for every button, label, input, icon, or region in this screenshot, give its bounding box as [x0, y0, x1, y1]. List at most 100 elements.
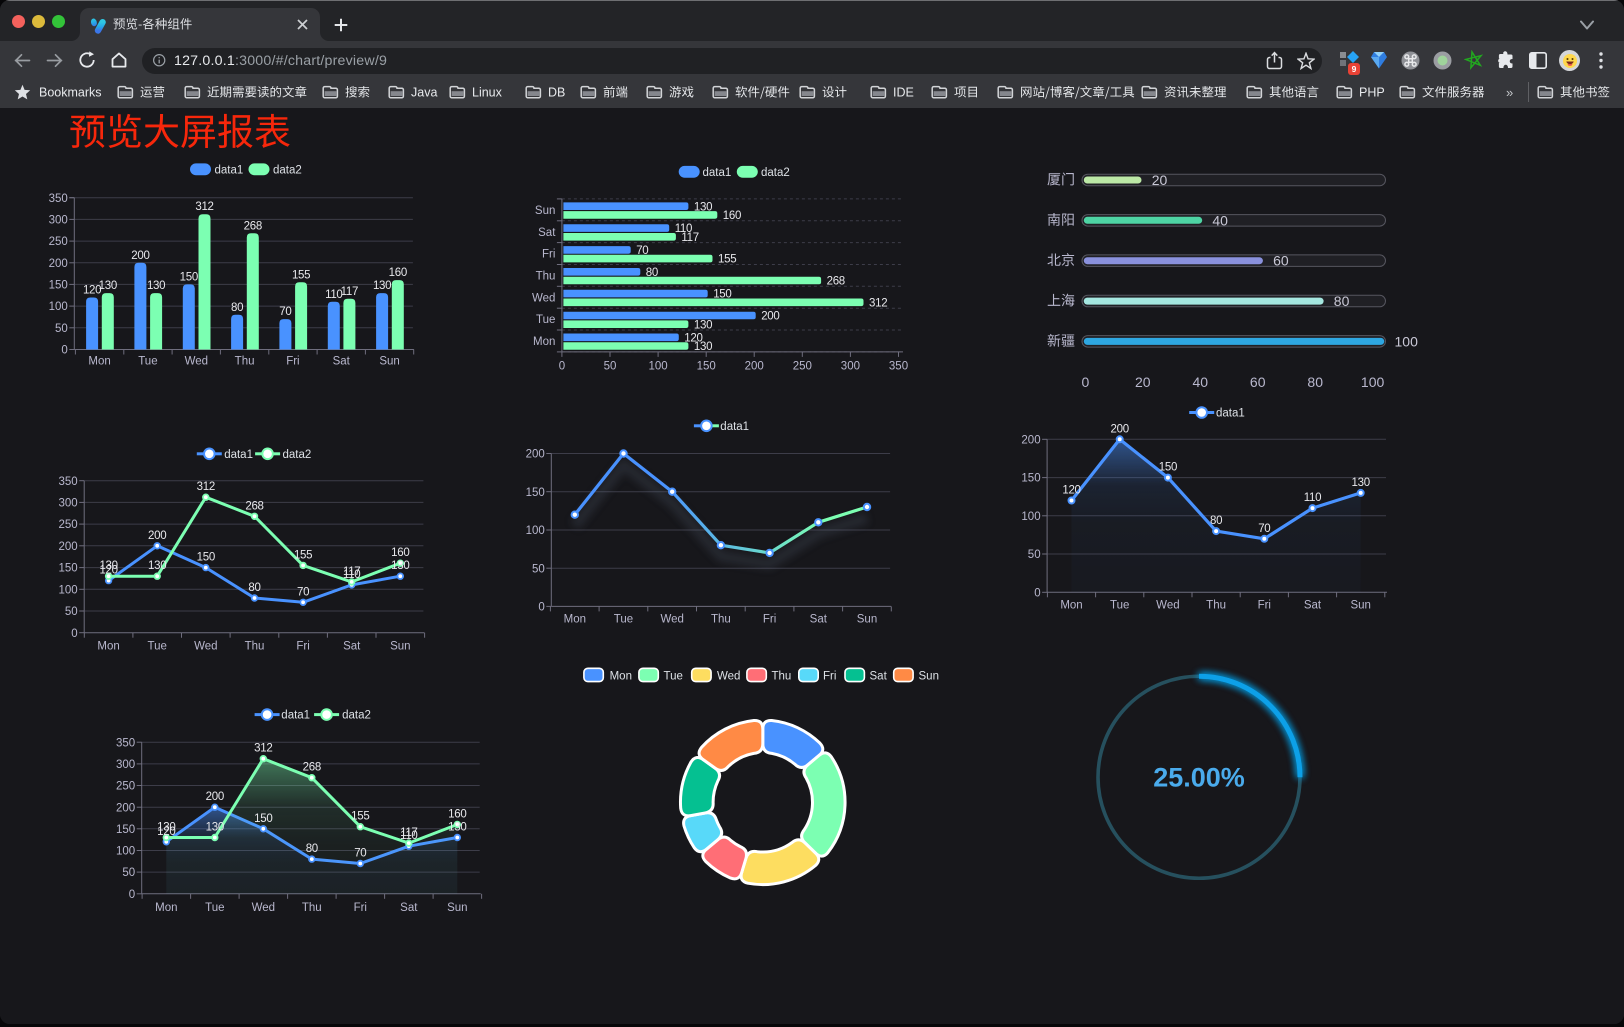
svg-text:PHP: PHP — [1359, 86, 1385, 100]
svg-text:40: 40 — [1193, 374, 1209, 390]
svg-text:60: 60 — [1273, 253, 1289, 269]
svg-text:300: 300 — [841, 361, 860, 373]
svg-text:312: 312 — [254, 743, 272, 755]
svg-text:60: 60 — [1250, 374, 1266, 390]
svg-text:250: 250 — [59, 519, 78, 531]
svg-text:Fri: Fri — [542, 249, 555, 261]
svg-text:data2: data2 — [273, 164, 302, 176]
svg-text:100: 100 — [59, 584, 78, 596]
svg-text:Thu: Thu — [235, 356, 255, 368]
svg-text:100: 100 — [1395, 333, 1419, 349]
svg-text:312: 312 — [197, 481, 215, 493]
svg-text:312: 312 — [869, 297, 887, 309]
svg-text:120: 120 — [684, 332, 702, 344]
svg-text:0: 0 — [1082, 374, 1090, 390]
svg-text:Wed: Wed — [185, 356, 208, 368]
svg-text:160: 160 — [391, 547, 409, 559]
svg-text:Bookmarks: Bookmarks — [39, 86, 102, 100]
svg-text:160: 160 — [448, 809, 466, 821]
svg-text:Mon: Mon — [1060, 600, 1082, 612]
svg-text:150: 150 — [197, 552, 215, 564]
svg-text:160: 160 — [389, 267, 407, 279]
svg-text:Thu: Thu — [772, 671, 792, 683]
svg-text:350: 350 — [59, 476, 78, 488]
svg-text:Mon: Mon — [610, 671, 632, 683]
svg-text:Tue: Tue — [614, 614, 633, 626]
svg-text:70: 70 — [279, 306, 291, 318]
svg-text:155: 155 — [718, 254, 736, 266]
svg-text:data1: data1 — [703, 167, 732, 179]
svg-text:Sat: Sat — [333, 356, 351, 368]
svg-text:200: 200 — [761, 311, 779, 323]
svg-text:155: 155 — [294, 549, 312, 561]
svg-text:Sat: Sat — [538, 227, 556, 239]
svg-text:130: 130 — [148, 560, 166, 572]
svg-text:20: 20 — [1152, 172, 1168, 188]
svg-text:Sun: Sun — [1350, 600, 1370, 612]
svg-text:80: 80 — [646, 267, 658, 279]
svg-text:117: 117 — [400, 827, 417, 839]
svg-text:DB: DB — [548, 86, 565, 100]
svg-text:120: 120 — [83, 285, 101, 297]
svg-text:20: 20 — [1135, 374, 1151, 390]
svg-text:200: 200 — [206, 791, 224, 803]
svg-text:155: 155 — [351, 811, 369, 823]
svg-text:130: 130 — [1352, 477, 1370, 489]
svg-text:268: 268 — [303, 762, 321, 774]
svg-text:data1: data1 — [1216, 408, 1245, 420]
svg-text:Thu: Thu — [302, 902, 322, 914]
svg-text:Wed: Wed — [660, 614, 683, 626]
svg-text:Fri: Fri — [763, 614, 776, 626]
svg-text:130: 130 — [206, 822, 224, 834]
svg-text:200: 200 — [1021, 434, 1040, 446]
svg-text:350: 350 — [116, 737, 135, 749]
svg-text:120: 120 — [157, 826, 175, 838]
svg-text:0: 0 — [1034, 587, 1040, 599]
svg-text:117: 117 — [341, 286, 358, 298]
svg-text:Thu: Thu — [1206, 600, 1226, 612]
svg-text:150: 150 — [180, 271, 198, 283]
svg-text:Mon: Mon — [88, 356, 110, 368]
svg-text:Java: Java — [411, 86, 437, 100]
svg-text:Fri: Fri — [296, 641, 309, 653]
svg-text:Sun: Sun — [535, 205, 555, 217]
svg-text:100: 100 — [116, 846, 135, 858]
svg-text:130: 130 — [694, 319, 712, 331]
svg-text:Mon: Mon — [564, 614, 586, 626]
svg-text:150: 150 — [59, 563, 78, 575]
svg-text:150: 150 — [697, 361, 716, 373]
svg-text:Sun: Sun — [857, 614, 877, 626]
svg-text:100: 100 — [1361, 374, 1385, 390]
svg-text:Fri: Fri — [1258, 600, 1271, 612]
svg-text:110: 110 — [343, 569, 360, 581]
svg-text:Wed: Wed — [252, 902, 275, 914]
svg-text:200: 200 — [745, 361, 764, 373]
svg-text:150: 150 — [49, 280, 68, 292]
svg-text:130: 130 — [694, 201, 712, 213]
svg-text:200: 200 — [148, 530, 166, 542]
svg-text:130: 130 — [448, 822, 466, 834]
svg-text:Sat: Sat — [870, 671, 888, 683]
svg-text:130: 130 — [147, 280, 165, 292]
svg-text:Tue: Tue — [148, 641, 167, 653]
svg-text:70: 70 — [297, 586, 309, 598]
svg-text:120: 120 — [99, 565, 117, 577]
svg-text:130: 130 — [157, 822, 175, 834]
svg-text:Thu: Thu — [536, 271, 556, 283]
svg-text:Fri: Fri — [286, 356, 299, 368]
svg-text:data1: data1 — [215, 164, 244, 176]
svg-text:100: 100 — [49, 301, 68, 313]
svg-text:80: 80 — [1307, 374, 1323, 390]
svg-text:data1: data1 — [281, 710, 310, 722]
svg-text:130: 130 — [99, 280, 117, 292]
svg-text:80: 80 — [231, 302, 243, 314]
svg-text:100: 100 — [649, 361, 668, 373]
svg-text:0: 0 — [559, 361, 565, 373]
svg-text:data1: data1 — [224, 449, 253, 461]
svg-text:117: 117 — [681, 232, 698, 244]
svg-text:350: 350 — [49, 193, 68, 205]
svg-text:117: 117 — [343, 566, 360, 578]
svg-text:268: 268 — [827, 276, 845, 288]
svg-text:110: 110 — [325, 289, 342, 301]
svg-text:100: 100 — [526, 525, 545, 537]
